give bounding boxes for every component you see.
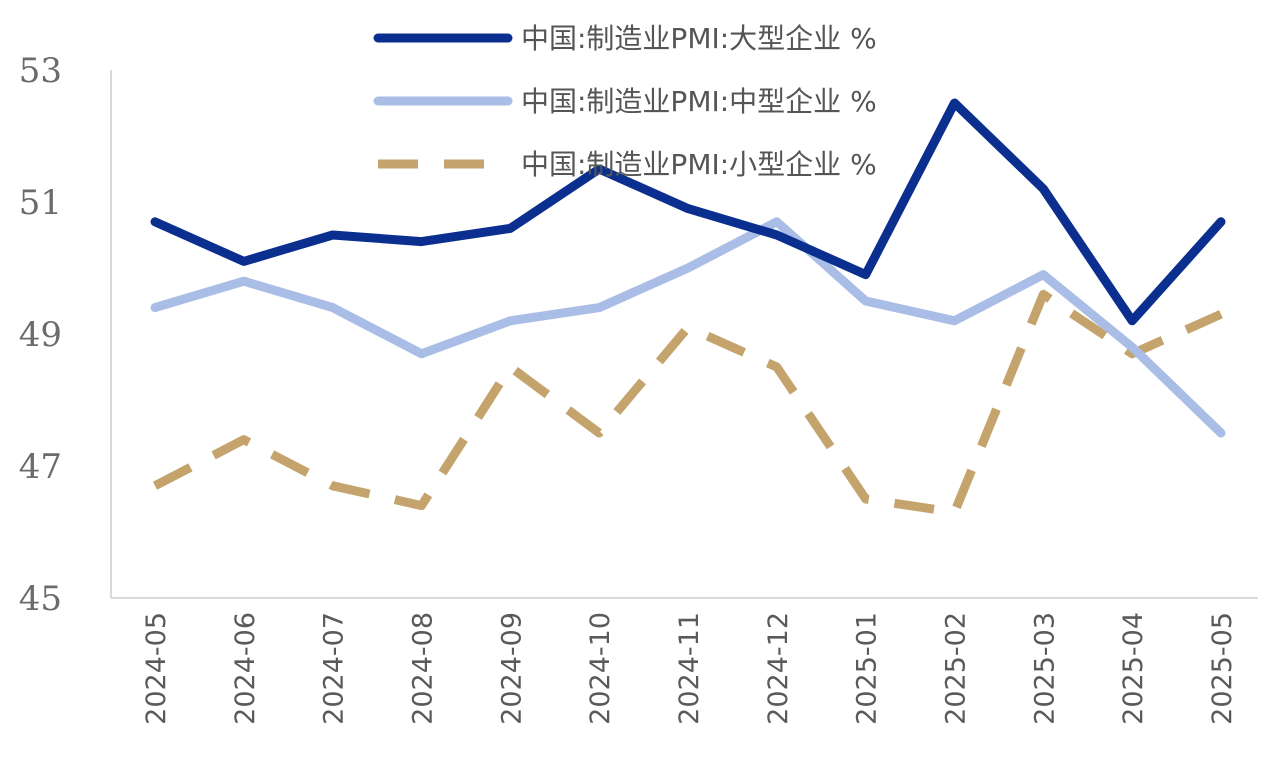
data-point [508,319,512,323]
chart-axes [110,70,1258,599]
data-point [420,240,424,244]
data-point [331,484,335,488]
data-point [1041,187,1045,191]
data-point [864,497,868,501]
data-point [242,438,246,442]
data-point [1041,273,1045,277]
legend-label: 中国:制造业PMI:中型企业 % [521,85,877,118]
data-point [153,306,157,310]
data-point [331,233,335,237]
data-point [686,266,690,270]
data-point [864,273,868,277]
data-point [597,306,601,310]
x-tick-label: 2024-07 [319,612,350,725]
data-point [420,352,424,356]
x-tick-label: 2024-09 [496,612,527,725]
data-point [1130,319,1134,323]
data-point [331,306,335,310]
x-tick-label: 2024-12 [763,612,794,725]
data-point [686,207,690,211]
series-line-medium [150,217,1226,438]
x-tick-label: 2025-02 [941,612,972,725]
x-tick-label: 2024-11 [674,612,705,725]
data-point [153,484,157,488]
legend-label: 中国:制造业PMI:小型企业 % [521,148,877,181]
data-point [1219,220,1223,224]
data-point [242,279,246,283]
x-axis-ticks: 2024-05 2024-06 2024-07 2024-08 2024-09 2024-… [141,612,1238,725]
data-point [775,220,779,224]
data-point [775,365,779,369]
y-axis-ticks: 45 47 49 51 53 [19,51,62,619]
series-lines [150,98,1226,517]
series-line-large [150,98,1226,326]
legend: 中国:制造业PMI:大型企业 % 中国:制造业PMI:中型企业 % 中国:制造业PM… [373,22,877,181]
x-tick-label: 2025-05 [1207,612,1238,725]
data-point [686,325,690,329]
y-tick-label: 53 [19,51,62,91]
y-tick-label: 47 [19,447,62,487]
x-tick-label: 2024-08 [408,612,439,725]
legend-label: 中国:制造业PMI:大型企业 % [521,22,877,55]
data-point [1219,312,1223,316]
x-tick-label: 2024-05 [141,612,172,725]
data-point [1130,345,1134,349]
x-tick-label: 2025-01 [852,612,883,725]
data-point [953,319,957,323]
x-tick-label: 2025-04 [1118,612,1149,725]
x-tick-label: 2024-06 [230,612,261,725]
data-point [953,101,957,105]
data-point [775,233,779,237]
data-point [242,259,246,263]
y-tick-label: 45 [19,579,62,619]
x-tick-label: 2024-10 [585,612,616,725]
data-point [153,220,157,224]
data-point [508,226,512,230]
y-tick-label: 49 [19,315,62,355]
data-point [597,431,601,435]
x-tick-label: 2025-03 [1029,612,1060,725]
data-point [508,365,512,369]
series-line-small [152,289,1223,517]
data-point [1219,431,1223,435]
data-point [864,299,868,303]
data-point [953,510,957,514]
data-point [420,504,424,508]
y-tick-label: 51 [19,183,62,223]
data-point [1041,292,1045,296]
